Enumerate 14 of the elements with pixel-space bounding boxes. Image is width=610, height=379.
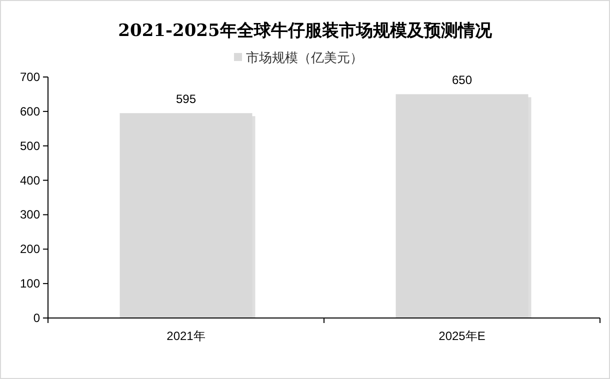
data-label: 650 [452,73,472,88]
y-tick-label: 500 [20,138,40,153]
y-tick-label: 300 [20,208,40,222]
legend-label: 市场规模（亿美元） [246,50,363,65]
x-tick-label: 2021年 [166,329,206,343]
y-tick-label: 600 [20,104,40,118]
y-tick-label: 100 [20,276,40,291]
x-tick-label: 2025年E [438,329,486,343]
y-tick-label: 200 [20,242,40,256]
data-label: 595 [176,92,196,106]
y-tick-label: 0 [33,311,40,325]
y-tick-label: 700 [20,70,40,84]
y-tick-label: 400 [20,173,40,188]
chart-title: 2021-2025年全球牛仔服装市场规模及预测情况 [118,21,493,41]
